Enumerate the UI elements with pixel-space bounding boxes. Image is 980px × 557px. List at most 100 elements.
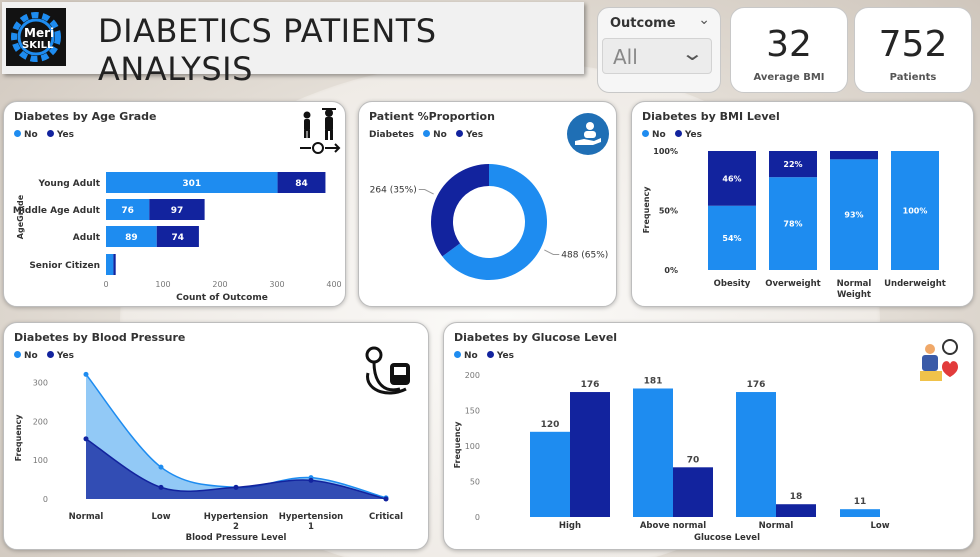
- bar-segment: [106, 254, 114, 275]
- glucose-level-panel: Diabetes by Glucose Level No Yes 0 50 100 1…: [443, 322, 974, 550]
- data-label: 176: [747, 380, 766, 390]
- data-label: 18: [790, 492, 803, 502]
- category-label: 1: [308, 522, 314, 532]
- legend-yes: Yes: [56, 351, 75, 361]
- legend-yes: Yes: [684, 130, 703, 140]
- y-tick-label: 100%: [653, 147, 678, 156]
- data-point: [233, 484, 239, 490]
- slicer-selected-value: All: [613, 45, 638, 69]
- blood-pressure-monitor-icon: [365, 346, 410, 395]
- category-label: Normal: [837, 279, 872, 289]
- bar-segment: [106, 226, 157, 247]
- y-tick-label: 200: [465, 371, 480, 380]
- slicer-label: Outcome: [610, 16, 676, 31]
- category-label: Obesity: [714, 279, 751, 289]
- y-tick-label: 100: [33, 456, 48, 465]
- category-label: Senior Citizen: [29, 261, 100, 271]
- panel-title: Diabetes by BMI Level: [642, 110, 780, 123]
- chart-legend: No Yes: [642, 130, 708, 140]
- y-axis-title: Frequency: [14, 414, 23, 462]
- patient-care-icon: [567, 113, 609, 155]
- x-tick-label: 200: [212, 280, 227, 289]
- blood-pressure-panel: Diabetes by Blood Pressure No Yes 0 100 20…: [3, 322, 429, 550]
- y-tick-label: 50: [470, 478, 480, 487]
- bar-segment: [113, 254, 116, 275]
- category-label: Adult: [73, 233, 101, 243]
- age-group-icon: [300, 108, 341, 154]
- gear-icon: [11, 12, 61, 62]
- category-label: Middle Age Adult: [13, 206, 101, 216]
- bar-segment: [830, 151, 878, 160]
- x-tick-label: 0: [103, 280, 108, 289]
- x-tick-label: 400: [326, 280, 341, 289]
- kpi-label: Average BMI: [753, 72, 825, 83]
- bar-segment: [830, 159, 878, 270]
- bar-segment: [708, 151, 756, 206]
- legend-no: No: [24, 130, 38, 140]
- data-label: 97: [171, 206, 184, 216]
- y-tick-label: 200: [33, 417, 48, 426]
- bar-segment: [891, 151, 939, 270]
- legend-yes: Yes: [496, 351, 515, 361]
- y-axis-title: Frequency: [453, 421, 462, 469]
- kpi-card-patients: 752 Patients: [854, 7, 972, 93]
- blood-pressure-chart: 0 100 200 300 Frequency Normal Low Hypertension…: [14, 371, 403, 543]
- x-axis-title: Glucose Level: [694, 533, 760, 543]
- header-bar: Meri SKILL DIABETICS PATIENTS ANALYSIS: [2, 2, 584, 88]
- y-axis-title: Frequency: [642, 186, 651, 234]
- x-tick-label: 100: [155, 280, 170, 289]
- data-label: 54%: [722, 234, 741, 243]
- bar-segment: [277, 172, 326, 193]
- bar: [570, 392, 610, 517]
- category-label: Weight: [837, 290, 871, 300]
- leader-line: [418, 189, 434, 195]
- bar: [840, 509, 880, 517]
- y-tick-label: 0: [475, 513, 480, 522]
- legend-no: No: [433, 130, 447, 140]
- x-axis-title: Count of Outcome: [176, 293, 268, 303]
- chart-legend: No Yes: [454, 351, 520, 361]
- outcome-slicer[interactable]: Outcome ⌄ All ⌄: [597, 7, 721, 93]
- y-tick-label: 50%: [659, 207, 678, 216]
- category-label: High: [559, 521, 581, 531]
- kpi-value: 752: [878, 24, 948, 65]
- x-axis-title: Blood Pressure Level: [186, 533, 287, 543]
- data-label: 89: [125, 233, 138, 243]
- category-label: Hypertension: [204, 512, 268, 522]
- age-grade-panel: Diabetes by Age Grade No Yes Young Adult…: [3, 101, 346, 307]
- data-point: [83, 436, 89, 442]
- data-point: [158, 464, 164, 470]
- category-label: Normal: [759, 521, 794, 531]
- y-axis-title: AgeGrade: [16, 194, 25, 239]
- chevron-down-icon[interactable]: ⌄: [698, 12, 710, 28]
- kpi-card-average-bmi: 32 Average BMI: [730, 7, 848, 93]
- patient-proportion-panel: Patient %Proportion Diabetes No Yes 488 …: [358, 101, 617, 307]
- category-label: Critical: [369, 512, 403, 522]
- category-label: Low: [151, 512, 170, 522]
- legend-yes: Yes: [56, 130, 75, 140]
- x-tick-label: 300: [269, 280, 284, 289]
- y-tick-label: 150: [465, 407, 480, 416]
- bar: [736, 392, 776, 517]
- bar: [633, 388, 673, 517]
- area-fill: [86, 438, 386, 499]
- page-title: DIABETICS PATIENTS ANALYSIS: [98, 12, 437, 88]
- data-label: 46%: [722, 174, 741, 183]
- slice-label: 264 (35%): [370, 186, 417, 196]
- dropdown-chevron-icon[interactable]: ⌄: [680, 41, 705, 65]
- panel-title: Patient %Proportion: [369, 110, 495, 123]
- data-label: 22%: [783, 160, 802, 169]
- bmi-level-chart: 0% 50% 100% Frequency 54% 46% Obesity 78% 22% Ove…: [642, 147, 946, 300]
- bar-segment: [106, 199, 150, 220]
- data-label: 181: [644, 376, 663, 386]
- data-label: 70: [687, 455, 700, 465]
- data-label: 74: [172, 233, 185, 243]
- chart-legend: No Yes: [14, 351, 80, 361]
- kpi-label: Patients: [889, 72, 937, 83]
- chart-legend: No Yes: [14, 130, 80, 140]
- outcome-dropdown[interactable]: All ⌄: [602, 38, 712, 74]
- bar-segment: [769, 151, 817, 178]
- panel-title: Diabetes by Age Grade: [14, 110, 157, 123]
- category-label: Low: [870, 521, 889, 531]
- category-label: Hypertension: [279, 512, 343, 522]
